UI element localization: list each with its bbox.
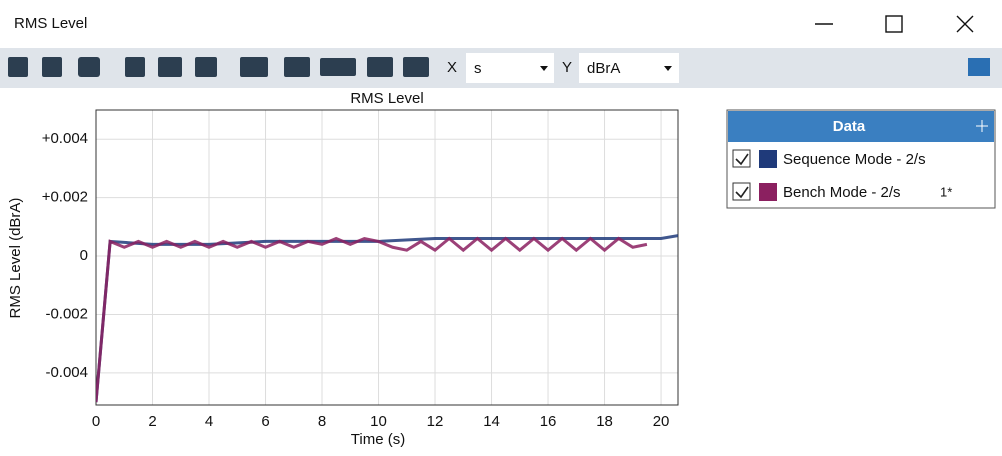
fit-button[interactable] <box>195 57 217 77</box>
dropdown-arrow <box>664 66 672 71</box>
legend: Sequence Mode - 2/s Bench Mode - 2/s <box>732 149 926 201</box>
plot-area <box>96 110 678 405</box>
toolbar-buttons <box>8 57 990 77</box>
cursor-button[interactable] <box>240 57 268 77</box>
x-tick-label: 14 <box>483 413 500 430</box>
y-tick-label: +0.002 <box>42 189 88 206</box>
y-unit-value: dBrA <box>587 60 620 77</box>
legend-swatch <box>759 150 777 168</box>
y-axis-label: RMS Level (dBrA) <box>7 198 24 319</box>
legend-swatch <box>759 183 777 201</box>
x-unit-dropdown[interactable] <box>466 53 554 83</box>
close-button[interactable] <box>956 15 974 33</box>
y-tick-label: +0.004 <box>42 130 88 147</box>
plot-frame <box>95 109 679 406</box>
x-tick-label: 8 <box>318 413 326 430</box>
zoom-button[interactable] <box>125 57 145 77</box>
series-line <box>96 236 648 403</box>
x-tick-label: 10 <box>370 413 387 430</box>
x-tick-label: 18 <box>596 413 613 430</box>
pan-button[interactable] <box>158 57 182 77</box>
x-tick-label: 16 <box>540 413 557 430</box>
x-tick-label: 6 <box>261 413 269 430</box>
y-tick-label: -0.002 <box>45 305 88 322</box>
x-tick-label: 12 <box>427 413 444 430</box>
function-button[interactable] <box>367 57 393 77</box>
settings-button[interactable] <box>403 57 429 77</box>
export-button[interactable] <box>42 57 62 77</box>
dropdown-arrow <box>540 66 548 71</box>
window-controls <box>815 15 974 33</box>
table-button[interactable] <box>284 57 310 77</box>
legend-label: Bench Mode - 2/s <box>783 184 901 201</box>
x-tick-label: 4 <box>205 413 213 430</box>
y-unit-dropdown[interactable] <box>579 53 679 83</box>
x-tick-label: 20 <box>653 413 670 430</box>
graph-style-button[interactable] <box>320 58 356 76</box>
y-tick-label: 0 <box>80 247 88 264</box>
dock-button[interactable] <box>968 58 990 76</box>
pin-icon[interactable] <box>976 120 988 132</box>
x-unit-value: s <box>474 60 482 77</box>
checkmark <box>735 153 749 166</box>
legend-label: Sequence Mode - 2/s <box>783 151 926 168</box>
save-button[interactable] <box>8 57 28 77</box>
print-button[interactable] <box>78 57 100 77</box>
x-tick-label: 2 <box>148 413 156 430</box>
x-tick-label: 0 <box>92 413 100 430</box>
legend-checkbox[interactable] <box>732 182 751 201</box>
y-tick-label: -0.004 <box>45 364 88 381</box>
chart-title: RMS Level <box>350 90 423 107</box>
maximize-button[interactable] <box>885 15 903 33</box>
x-unit-label: X <box>447 59 457 76</box>
window-title: RMS Level <box>14 15 87 32</box>
x-axis-label: Time (s) <box>351 431 405 448</box>
legend-annotation: 1* <box>940 184 952 199</box>
legend-title: Data <box>833 118 866 135</box>
legend-checkbox[interactable] <box>732 149 751 168</box>
y-unit-label: Y <box>562 59 572 76</box>
legend-header <box>728 111 994 142</box>
checkmark <box>735 186 749 199</box>
